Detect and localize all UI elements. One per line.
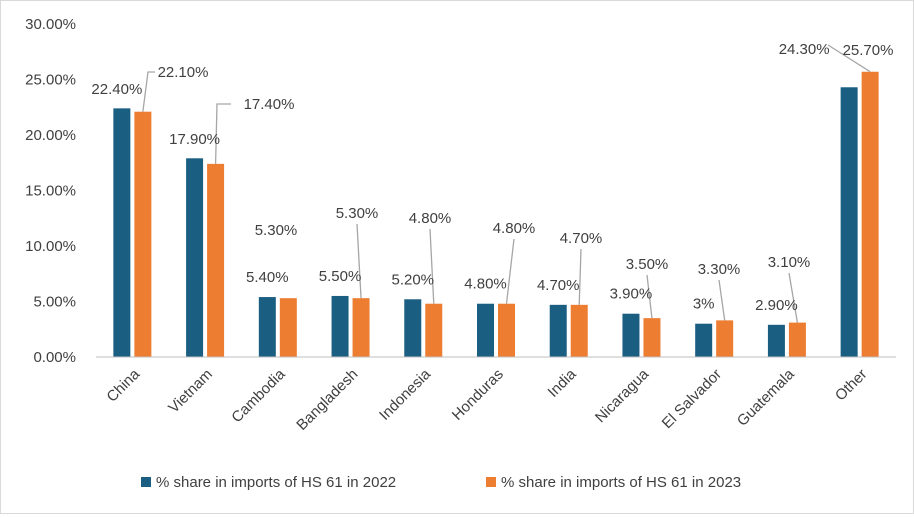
x-tick-label: El Salvador: [659, 366, 725, 432]
data-label-2023: 4.80%: [409, 210, 452, 227]
y-tick-label: 30.00%: [25, 16, 76, 33]
data-label-2022: 3.90%: [610, 286, 653, 303]
x-tick-label: Nicaragua: [592, 365, 653, 426]
data-label-2022: 2.90%: [755, 297, 798, 314]
data-label-2022: 5.50%: [319, 268, 362, 285]
x-tick-label: Cambodia: [228, 365, 289, 426]
bar-2023: [134, 111, 152, 357]
legend-label: % share in imports of HS 61 in 2023: [501, 474, 741, 491]
leader-line: [356, 223, 362, 299]
y-axis: 0.00% 5.00% 10.00% 15.00% 20.00% 25.00% 30.00%: [25, 16, 76, 366]
bar-2022: [113, 108, 131, 357]
legend-swatch: [141, 477, 151, 487]
x-tick-label: China: [103, 365, 143, 405]
data-labels: 22.40% 17.90% 5.40% 5.50% 5.20% 4.80% 4.70% 3.9…: [91, 41, 893, 314]
bar-2022: [840, 87, 858, 358]
data-label-2022: 22.40%: [91, 81, 142, 98]
x-tick-label: Bangladesh: [293, 366, 361, 434]
data-label-2022: 5.40%: [246, 269, 289, 286]
data-label-2023: 17.40%: [244, 96, 295, 113]
bar-2022: [258, 297, 276, 357]
data-label-2022: 3%: [693, 296, 715, 313]
data-label-2022: 5.20%: [391, 271, 434, 288]
bar-2022: [767, 324, 785, 357]
data-label-2023: 4.70%: [560, 230, 603, 247]
data-label-2023: 3.10%: [768, 254, 811, 271]
x-axis-labels: China Vietnam Cambodia Bangladesh Indonesia H…: [103, 365, 870, 434]
bar-2022: [477, 303, 494, 357]
y-tick-label: 5.00%: [33, 294, 76, 311]
bar-2022: [331, 295, 349, 357]
x-tick-label: India: [545, 365, 580, 400]
bar-2022: [695, 323, 713, 357]
data-label-2023: 3.30%: [698, 261, 741, 278]
data-label-2023: 25.70%: [843, 42, 894, 59]
legend-swatch: [486, 477, 496, 487]
bar-2023: [861, 71, 879, 357]
data-label-2022: 4.70%: [537, 277, 580, 294]
leader-line: [718, 279, 726, 321]
bar-2023: [788, 322, 806, 357]
bar-2023: [279, 298, 297, 357]
y-tick-label: 20.00%: [25, 127, 76, 144]
bar-2023: [570, 304, 588, 357]
legend: % share in imports of HS 61 in 2022 % sha…: [141, 474, 741, 491]
bars: [113, 71, 879, 358]
leader-line: [578, 248, 582, 305]
bar-2023: [425, 303, 443, 357]
leader-line: [429, 228, 435, 304]
bar-2022: [549, 304, 567, 357]
data-label-2023: 22.10%: [158, 64, 209, 81]
data-label-2023: 3.50%: [626, 256, 669, 273]
leader-line: [827, 44, 871, 73]
bar-2022: [404, 299, 422, 357]
bar-2023: [498, 303, 515, 357]
data-label-2023: 5.30%: [255, 222, 298, 239]
leader-line: [214, 103, 231, 164]
legend-label: % share in imports of HS 61 in 2022: [156, 474, 396, 491]
data-label-2023: 4.80%: [493, 220, 536, 237]
bar-2023: [207, 163, 225, 357]
leader-lines: [142, 44, 871, 323]
data-label-2023: 5.30%: [336, 205, 379, 222]
x-tick-label: Honduras: [449, 366, 507, 424]
bar-2022: [622, 313, 640, 357]
bar-2023: [716, 320, 734, 357]
bar-2023: [643, 318, 661, 357]
y-tick-label: 15.00%: [25, 183, 76, 200]
data-label-2022: 17.90%: [169, 131, 220, 148]
leader-line: [505, 238, 515, 304]
x-tick-label: Indonesia: [376, 365, 434, 423]
x-tick-label: Other: [832, 366, 871, 405]
x-tick-label: Guatemala: [734, 365, 798, 429]
leader-line: [142, 71, 155, 112]
bar-2022: [186, 158, 204, 357]
data-label-2022: 24.30%: [779, 41, 830, 58]
data-label-2022: 4.80%: [464, 276, 507, 293]
leader-line: [646, 274, 653, 319]
y-tick-label: 25.00%: [25, 72, 76, 89]
bar-2023: [352, 298, 370, 357]
y-tick-label: 10.00%: [25, 238, 76, 255]
x-tick-label: Vietnam: [165, 366, 216, 417]
y-tick-label: 0.00%: [33, 349, 76, 366]
leader-line: [788, 272, 799, 323]
